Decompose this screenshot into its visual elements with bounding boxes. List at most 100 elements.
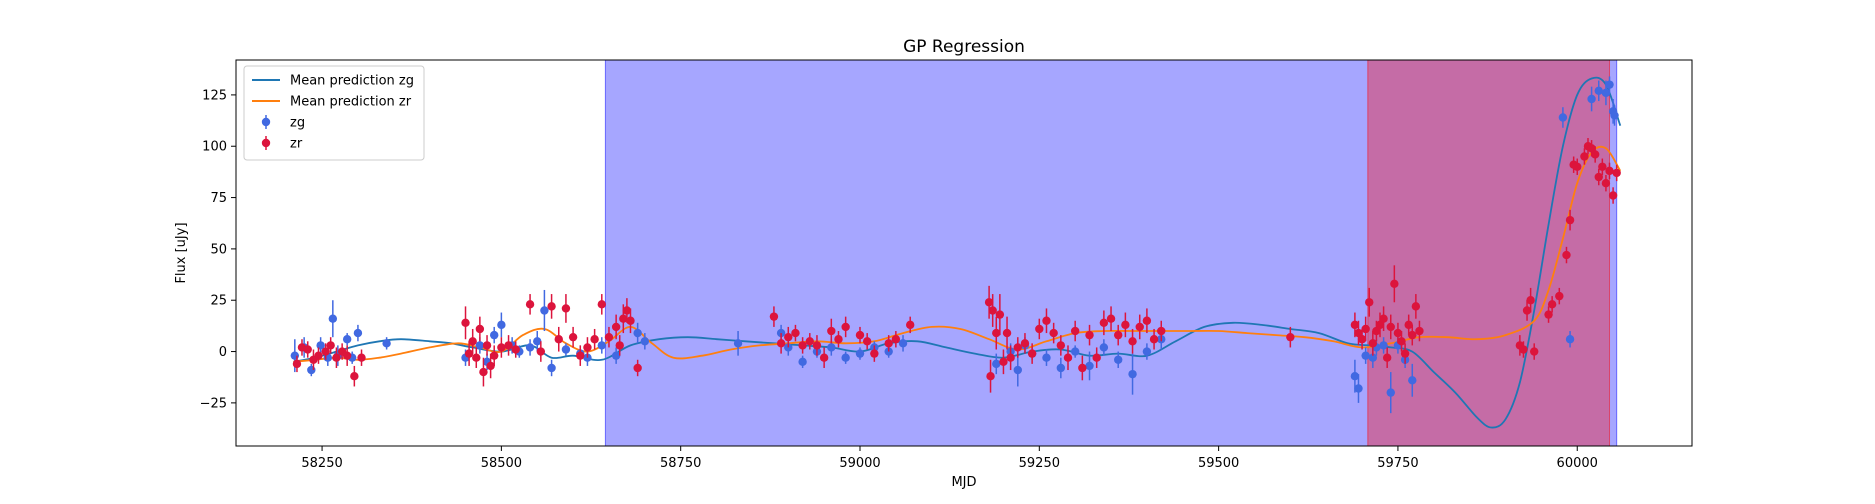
data-point-zg xyxy=(1070,347,1080,356)
y-axis: −25 0 25 50 75 100 125 xyxy=(200,88,236,411)
y-tick-label: 25 xyxy=(210,294,227,309)
data-point-zr xyxy=(497,343,506,352)
data-point-zr xyxy=(536,347,546,356)
data-point-zg xyxy=(1128,369,1137,379)
data-point-zg xyxy=(1408,376,1417,385)
data-point-zg xyxy=(1142,347,1152,356)
data-point-zg xyxy=(611,351,621,360)
y-tick-label: 75 xyxy=(210,191,227,206)
data-point-zr xyxy=(1020,339,1030,348)
data-point-zr xyxy=(1121,320,1130,330)
data-point-zr xyxy=(511,345,520,354)
data-point-zg xyxy=(992,359,1001,369)
data-point-zg xyxy=(1601,88,1611,98)
data-point-zr xyxy=(482,341,492,350)
data-point-zr xyxy=(1063,353,1073,362)
data-point-zr xyxy=(995,310,1005,319)
data-point-zr xyxy=(1106,314,1116,323)
y-tick-label: 125 xyxy=(202,88,227,103)
shaded-regions xyxy=(604,60,1618,446)
data-point-zr xyxy=(1013,343,1022,352)
data-point-zr xyxy=(583,343,592,352)
data-point-zr xyxy=(615,341,624,350)
y-tick-label: 100 xyxy=(202,140,227,155)
data-point-zr xyxy=(490,351,499,360)
data-point-zr xyxy=(321,347,330,356)
data-point-zr xyxy=(554,335,563,344)
x-tick-label: 59000 xyxy=(839,456,880,471)
data-point-zr xyxy=(1379,314,1388,323)
data-point-zr xyxy=(1002,328,1012,338)
shaded-region-blue xyxy=(604,60,1618,446)
data-point-zr xyxy=(1375,320,1385,330)
data-point-zr xyxy=(805,337,814,346)
data-point-zr xyxy=(984,298,994,307)
data-point-zr xyxy=(1114,330,1123,340)
data-point-zr xyxy=(906,320,915,330)
data-point-zr xyxy=(597,300,606,309)
legend-entry: zg xyxy=(261,115,305,131)
data-point-zr xyxy=(1099,318,1109,328)
data-point-zg xyxy=(1594,86,1603,95)
y-axis-label: Flux [uJy] xyxy=(174,222,189,283)
data-point-zr xyxy=(1565,215,1575,225)
data-point-zr xyxy=(1573,162,1582,171)
data-point-zg xyxy=(1350,371,1360,381)
data-point-zg xyxy=(1056,363,1066,373)
legend-point-swatch xyxy=(261,117,271,127)
data-point-zr xyxy=(992,328,1001,338)
data-point-zr xyxy=(1526,296,1535,305)
legend-point-swatch xyxy=(261,138,271,148)
data-point-zr xyxy=(791,328,800,338)
data-point-zr xyxy=(1580,152,1589,161)
data-point-zg xyxy=(547,363,556,373)
data-point-zr xyxy=(461,318,470,328)
legend-entry: Mean prediction zr xyxy=(252,95,412,110)
data-point-zr xyxy=(611,322,621,332)
data-point-zg xyxy=(855,349,865,358)
data-point-zg xyxy=(1565,335,1575,344)
shaded-region-red xyxy=(1367,60,1611,446)
data-point-zr xyxy=(468,337,477,346)
data-point-zg xyxy=(841,353,850,362)
data-point-zr xyxy=(834,335,843,344)
data-point-zr xyxy=(1135,322,1144,332)
x-tick-label: 60000 xyxy=(1557,456,1598,471)
data-point-zr xyxy=(561,304,571,313)
data-point-zg xyxy=(1386,388,1395,397)
x-axis: 58250 58500 58750 59000 59250 59500 59750 60000 xyxy=(301,446,1598,471)
data-point-zg xyxy=(640,337,650,346)
data-point-zr xyxy=(1522,306,1532,315)
data-point-zr xyxy=(798,341,807,350)
data-point-zr xyxy=(1035,324,1044,334)
data-point-zg xyxy=(898,339,908,348)
x-tick-label: 58250 xyxy=(301,456,342,471)
data-point-zr xyxy=(504,341,513,350)
data-point-zr xyxy=(1408,330,1417,340)
data-point-zg xyxy=(1361,351,1370,360)
data-point-zg xyxy=(1354,384,1363,393)
data-point-zr xyxy=(862,337,872,346)
data-point-zr xyxy=(769,312,779,321)
data-point-zr xyxy=(626,316,635,325)
data-point-zr xyxy=(568,332,578,342)
x-tick-label: 59500 xyxy=(1198,456,1239,471)
data-point-zr xyxy=(1612,168,1621,178)
data-point-zr xyxy=(342,351,352,360)
data-point-zr xyxy=(1404,320,1413,330)
data-point-zr xyxy=(1530,347,1539,356)
plot-frame xyxy=(235,59,1693,447)
data-point-zg xyxy=(1099,343,1109,352)
data-point-zr xyxy=(1092,353,1101,362)
data-point-zg xyxy=(290,351,300,360)
data-point-zr xyxy=(1547,300,1557,309)
data-point-zr xyxy=(303,345,312,354)
data-point-zr xyxy=(292,359,302,369)
data-point-zr xyxy=(1608,191,1618,200)
data-point-zr xyxy=(1056,341,1066,350)
data-point-zg xyxy=(1042,353,1051,362)
x-axis-label: MJD xyxy=(951,475,976,490)
data-point-zr xyxy=(1393,328,1403,338)
